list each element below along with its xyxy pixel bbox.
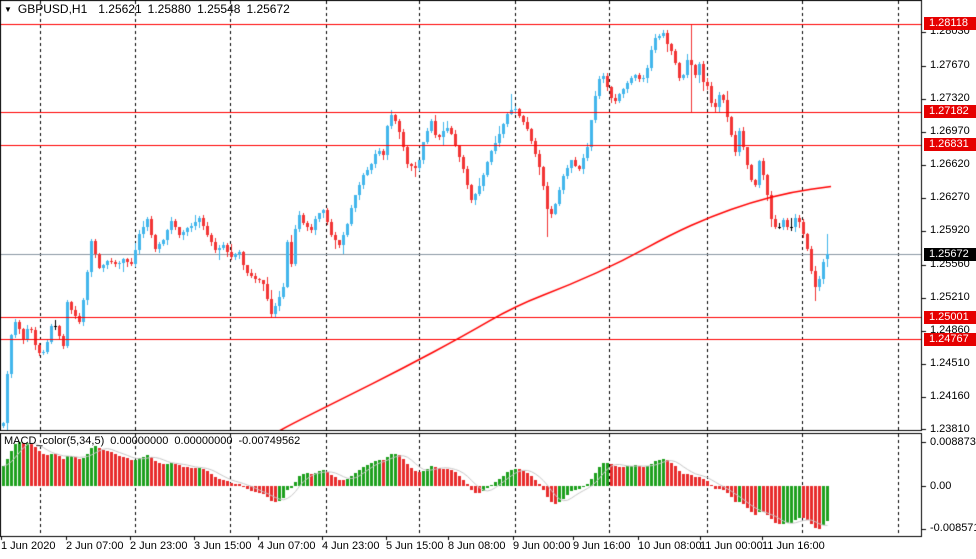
price-axis-label: 1.26970	[930, 125, 970, 138]
price-axis-label: 1.23810	[930, 422, 970, 435]
open-value: 1.25621	[98, 2, 142, 16]
chart-ohlc-line: ▼ GBPUSD,H1 1.25621 1.25880 1.25548 1.25672	[4, 2, 296, 16]
macd-indicator-name: MACD_color(5,34,5)	[4, 435, 105, 447]
time-axis-label: 11 Jun 00:00	[700, 540, 763, 552]
symbol-period-label: GBPUSD,H1	[17, 2, 88, 16]
price-axis-label: 1.25920	[930, 224, 970, 237]
time-axis-label: 2 Jun 23:00	[130, 540, 188, 552]
level-price-badge: 1.27182	[924, 105, 976, 119]
time-axis-label: 10 Jun 08:00	[638, 540, 702, 552]
time-axis-label: 9 Jun 00:00	[513, 540, 571, 552]
time-axis-label: 11 Jun 16:00	[762, 540, 825, 552]
symbol-dropdown-icon: ▼	[4, 5, 12, 14]
time-axis-label: 9 Jun 16:00	[573, 540, 631, 552]
macd-value-2: 0.00000000	[174, 435, 233, 447]
price-axis-label: 1.27670	[930, 59, 970, 72]
time-axis-label: 4 Jun 23:00	[322, 540, 380, 552]
level-price-badge: 1.26831	[924, 138, 976, 152]
time-axis-label: 1 Jun 2020	[1, 540, 56, 552]
time-axis-label: 5 Jun 15:00	[386, 540, 444, 552]
price-axis-label: 1.26620	[930, 158, 970, 171]
current-price-badge: 1.25672	[924, 247, 976, 261]
price-axis-label: 1.25560	[930, 258, 970, 271]
price-axis-label: 1.24160	[930, 390, 970, 403]
macd-axis-label: 0.00	[930, 479, 952, 492]
high-value: 1.25880	[147, 2, 192, 16]
price-axis-label: 1.26270	[930, 191, 970, 204]
time-axis-label: 4 Jun 07:00	[258, 540, 316, 552]
macd-indicator-label: MACD_color(5,34,5) 0.00000000 0.00000000 -0…	[4, 435, 300, 447]
level-price-badge: 1.28118	[924, 17, 976, 31]
time-axis-label: 8 Jun 08:00	[448, 540, 506, 552]
close-value: 1.25672	[246, 2, 290, 16]
time-axis-label: 3 Jun 15:00	[194, 540, 252, 552]
level-price-badge: 1.24767	[924, 332, 976, 346]
macd-axis-label: 0.0088731	[930, 435, 976, 448]
price-axis-label: 1.27320	[930, 92, 970, 105]
low-value: 1.25548	[197, 2, 241, 16]
level-price-badge: 1.25001	[924, 310, 976, 324]
macd-axis-label: -0.0085714	[930, 522, 976, 534]
macd-value-1: 0.00000000	[110, 435, 169, 447]
macd-value-3: -0.00749562	[238, 435, 301, 447]
time-axis-label: 2 Jun 07:00	[66, 540, 124, 552]
price-axis-label: 1.25210	[930, 291, 970, 304]
price-axis-label: 1.24510	[930, 357, 970, 370]
